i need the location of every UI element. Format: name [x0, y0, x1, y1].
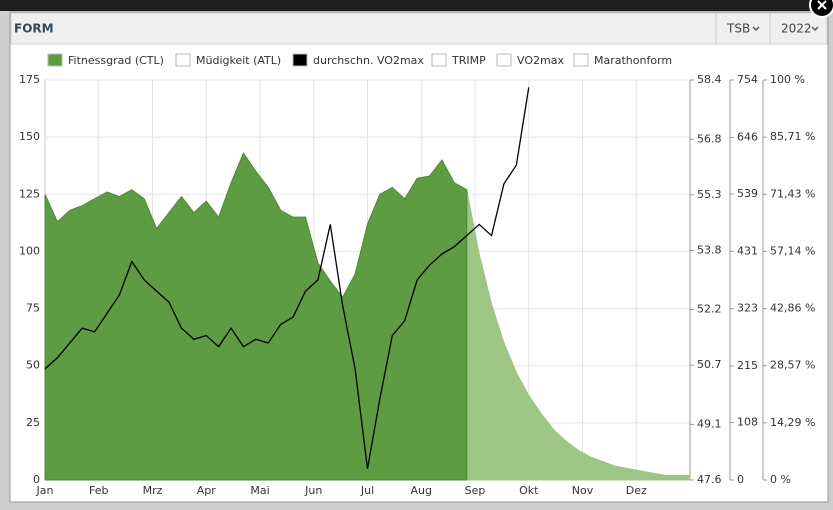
legend-label: VO2max: [517, 54, 564, 67]
dropdown[interactable]: 2022: [781, 22, 819, 36]
area: [44, 152, 468, 481]
y-tick-label: 25: [26, 416, 40, 429]
close-button[interactable]: [809, 0, 833, 18]
area: [466, 189, 691, 481]
chevron: [752, 26, 760, 32]
y-tick-label: 55.3: [697, 188, 722, 201]
y-tick-label: 58.4: [697, 73, 722, 86]
y-tick-label: 0 %: [770, 473, 791, 486]
x-tick-label: Okt: [519, 484, 539, 497]
y-tick-label: 108: [737, 416, 758, 429]
legend-label: Fitnessgrad (CTL): [68, 54, 164, 67]
panel-title: FORM: [14, 22, 54, 36]
x-tick-label: Dez: [626, 484, 647, 497]
x-tick-label: Apr: [197, 484, 217, 497]
panel-header: [10, 12, 828, 45]
y-tick-label: 85,71 %: [770, 130, 815, 143]
dropdown-label[interactable]: 2022: [781, 22, 812, 36]
y-tick-label: 71,43 %: [770, 187, 815, 200]
x-tick-label: Jul: [360, 484, 374, 497]
x-tick-label: Mrz: [143, 484, 163, 497]
y-tick-label: 539: [737, 187, 758, 200]
close-circle[interactable]: [809, 0, 833, 18]
y-tick-label: 125: [19, 187, 40, 200]
legend-label: TRIMP: [451, 54, 486, 67]
legend-label: Marathonform: [594, 54, 672, 67]
y-tick-label: 431: [737, 244, 758, 257]
y-tick-label: 175: [19, 73, 40, 86]
y-tick-label: 646: [737, 130, 758, 143]
x-tick-label: Mai: [250, 484, 269, 497]
legend-label: durchschn. VO2max: [313, 54, 424, 67]
dropdown-label[interactable]: TSB: [726, 22, 750, 36]
y-tick-label: 100 %: [770, 73, 805, 86]
x-tick-label: Jun: [304, 484, 322, 497]
y-tick-label: 0: [737, 473, 744, 486]
y-tick-label: 75: [26, 302, 40, 315]
y-tick-label: 50.7: [697, 358, 722, 371]
y-tick-label: 52.2: [697, 303, 722, 316]
line: [44, 87, 530, 470]
y-tick-label: 56.8: [697, 132, 722, 145]
y-tick-label: 49.1: [697, 417, 722, 430]
top-bar: [0, 0, 833, 11]
y-tick-label: 28,57 %: [770, 359, 815, 372]
x-tick-label: Feb: [89, 484, 108, 497]
y-tick-label: 57,14 %: [770, 244, 815, 257]
y-tick-label: 42,86 %: [770, 302, 815, 315]
legend-swatch: [47, 53, 63, 67]
legend-swatch: [175, 53, 191, 67]
legend-swatch: [496, 53, 512, 67]
y-tick-label: 0: [33, 473, 40, 486]
close-icon: [817, 0, 827, 10]
legend-swatch: [573, 53, 589, 67]
y-tick-label: 50: [26, 359, 40, 372]
y-tick-label: 215: [737, 359, 758, 372]
legend-swatch: [431, 53, 447, 67]
legend-swatch: [292, 53, 308, 67]
x-tick-label: Aug: [411, 484, 432, 497]
x-tick-label: Nov: [572, 484, 594, 497]
y-tick-label: 47.6: [697, 473, 722, 486]
y-tick-label: 14,29 %: [770, 416, 815, 429]
y-tick-label: 100: [19, 244, 40, 257]
x-tick-label: Jan: [36, 484, 54, 497]
legend: [45, 52, 678, 69]
y-tick-label: 323: [737, 302, 758, 315]
y-tick-label: 150: [19, 130, 40, 143]
chevron: [811, 26, 819, 32]
y-tick-label: 53.8: [697, 243, 722, 256]
y-tick-label: 754: [737, 73, 758, 86]
dropdown[interactable]: TSB: [726, 22, 760, 36]
x-tick-label: Sep: [465, 484, 486, 497]
legend-label: Müdigkeit (ATL): [196, 54, 281, 67]
